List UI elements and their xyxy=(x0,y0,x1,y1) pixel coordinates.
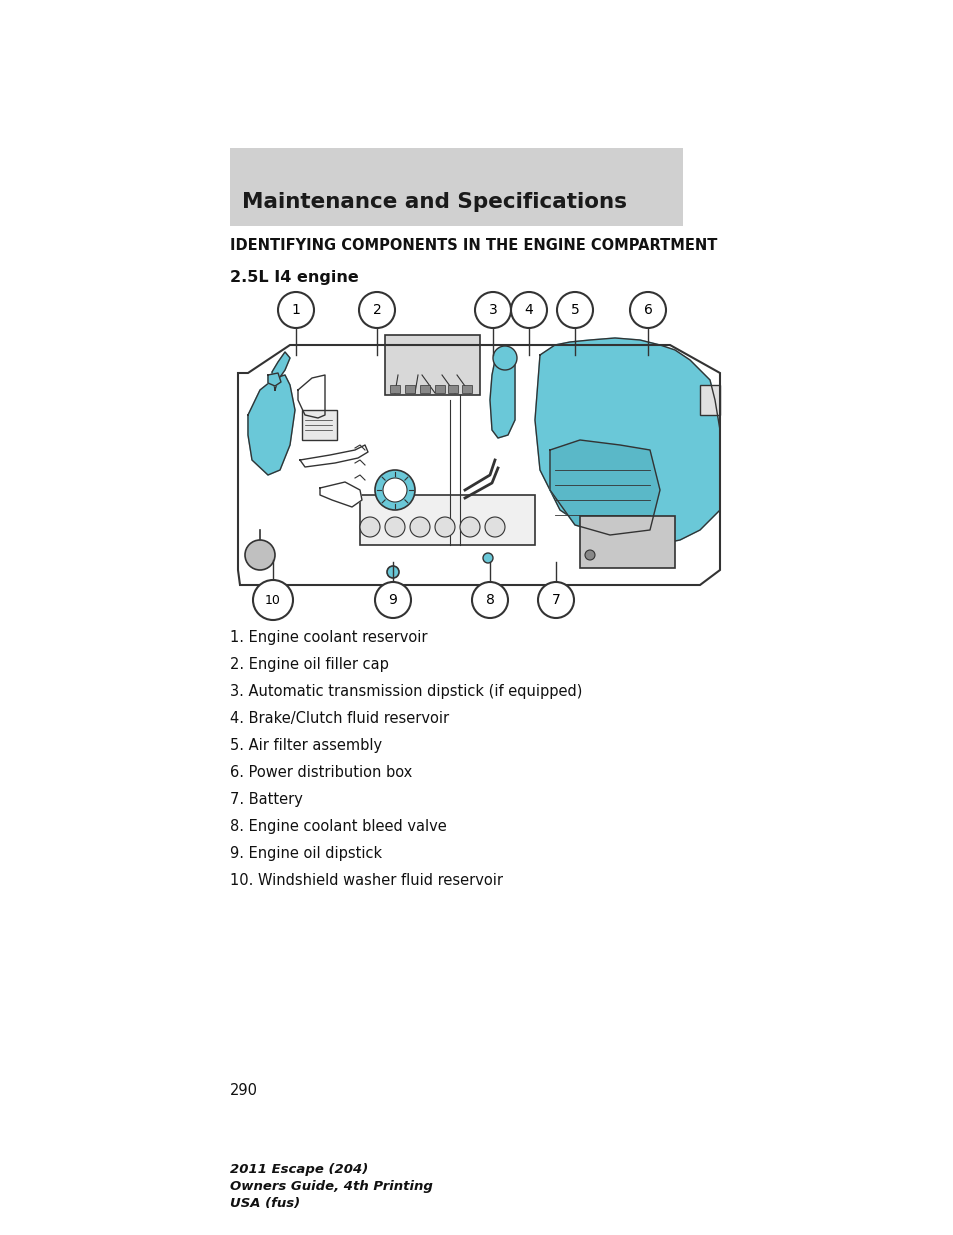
Bar xyxy=(390,385,399,393)
Text: 1: 1 xyxy=(292,303,300,317)
Text: Maintenance and Specifications: Maintenance and Specifications xyxy=(242,191,626,212)
Polygon shape xyxy=(268,373,281,387)
Text: 9. Engine oil dipstick: 9. Engine oil dipstick xyxy=(230,846,382,861)
Bar xyxy=(302,410,336,440)
Circle shape xyxy=(511,291,546,329)
Text: 1. Engine coolant reservoir: 1. Engine coolant reservoir xyxy=(230,630,427,645)
Circle shape xyxy=(410,517,430,537)
Bar xyxy=(419,385,430,393)
Text: 4: 4 xyxy=(524,303,533,317)
Circle shape xyxy=(472,582,507,618)
Text: 4. Brake/Clutch fluid reservoir: 4. Brake/Clutch fluid reservoir xyxy=(230,711,449,726)
Bar xyxy=(579,516,675,568)
Text: 6. Power distribution box: 6. Power distribution box xyxy=(230,764,412,781)
Text: 3: 3 xyxy=(488,303,497,317)
Text: 2011 Escape (204): 2011 Escape (204) xyxy=(230,1163,368,1176)
Circle shape xyxy=(584,550,595,559)
Circle shape xyxy=(482,553,493,563)
Bar xyxy=(385,335,479,395)
Text: 6: 6 xyxy=(643,303,652,317)
Text: IDENTIFYING COMPONENTS IN THE ENGINE COMPARTMENT: IDENTIFYING COMPONENTS IN THE ENGINE COM… xyxy=(230,238,717,253)
Polygon shape xyxy=(319,482,361,508)
Circle shape xyxy=(459,517,479,537)
Circle shape xyxy=(484,517,504,537)
Circle shape xyxy=(375,582,411,618)
Text: 10. Windshield washer fluid reservoir: 10. Windshield washer fluid reservoir xyxy=(230,873,502,888)
Circle shape xyxy=(493,346,517,370)
Polygon shape xyxy=(237,345,720,585)
Text: 5. Air filter assembly: 5. Air filter assembly xyxy=(230,739,382,753)
Polygon shape xyxy=(248,375,294,475)
Bar xyxy=(700,385,720,415)
Polygon shape xyxy=(272,352,290,390)
Bar xyxy=(359,495,535,545)
Circle shape xyxy=(387,566,398,578)
Circle shape xyxy=(245,540,274,571)
Text: 3. Automatic transmission dipstick (if equipped): 3. Automatic transmission dipstick (if e… xyxy=(230,684,581,699)
Bar xyxy=(448,385,457,393)
Text: 8: 8 xyxy=(485,593,494,606)
Circle shape xyxy=(475,291,511,329)
Circle shape xyxy=(358,291,395,329)
Text: 7. Battery: 7. Battery xyxy=(230,792,302,806)
Circle shape xyxy=(253,580,293,620)
Circle shape xyxy=(385,517,405,537)
Text: 9: 9 xyxy=(388,593,397,606)
Circle shape xyxy=(277,291,314,329)
Text: 290: 290 xyxy=(230,1083,257,1098)
Bar xyxy=(461,385,472,393)
Circle shape xyxy=(537,582,574,618)
Circle shape xyxy=(359,517,379,537)
Circle shape xyxy=(382,478,407,501)
Text: 7: 7 xyxy=(551,593,559,606)
Text: 2.5L I4 engine: 2.5L I4 engine xyxy=(230,270,358,285)
Polygon shape xyxy=(490,354,515,438)
Polygon shape xyxy=(535,338,720,545)
Bar xyxy=(405,385,415,393)
Bar xyxy=(230,148,682,226)
Text: 8. Engine coolant bleed valve: 8. Engine coolant bleed valve xyxy=(230,819,446,834)
Text: 10: 10 xyxy=(265,594,280,606)
Text: 2. Engine oil filler cap: 2. Engine oil filler cap xyxy=(230,657,389,672)
Text: Owners Guide, 4th Printing: Owners Guide, 4th Printing xyxy=(230,1179,433,1193)
Text: USA (fus): USA (fus) xyxy=(230,1197,300,1210)
Polygon shape xyxy=(297,375,325,417)
Text: 2: 2 xyxy=(373,303,381,317)
Polygon shape xyxy=(550,440,659,535)
Bar xyxy=(435,385,444,393)
Circle shape xyxy=(629,291,665,329)
Circle shape xyxy=(375,471,415,510)
Polygon shape xyxy=(299,445,368,467)
Circle shape xyxy=(557,291,593,329)
Circle shape xyxy=(435,517,455,537)
Text: 5: 5 xyxy=(570,303,578,317)
